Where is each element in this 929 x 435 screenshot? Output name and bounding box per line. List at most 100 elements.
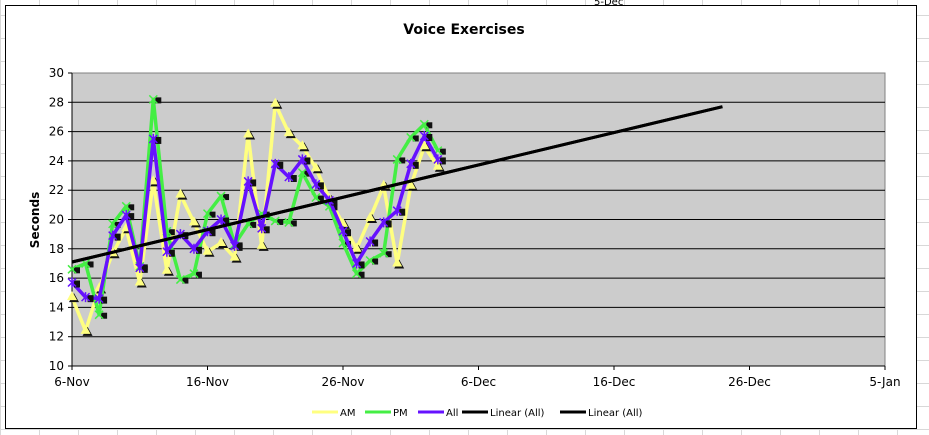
x-marker — [365, 255, 375, 266]
y-tick-label: 20 — [49, 213, 64, 227]
legend-label: AM — [340, 408, 355, 419]
star-marker — [270, 158, 280, 169]
triangle-marker — [351, 242, 362, 252]
star-marker — [162, 246, 172, 257]
x-marker — [148, 94, 158, 104]
x-marker — [175, 275, 185, 285]
x-marker — [419, 119, 429, 129]
y-tick-label: 10 — [49, 359, 64, 373]
star-marker — [121, 210, 131, 221]
y-tick-label: 12 — [49, 330, 64, 344]
y-tick-label: 16 — [49, 271, 64, 285]
triangle-marker — [80, 324, 91, 334]
y-tick-label: 18 — [49, 242, 64, 256]
star-marker — [94, 293, 104, 304]
triangle-marker — [256, 239, 267, 249]
star-marker — [352, 258, 362, 269]
y-tick-label: 30 — [49, 66, 64, 80]
triangle-marker — [202, 245, 213, 255]
triangle-marker — [392, 257, 403, 267]
x-marker — [352, 269, 362, 279]
trendline-1 — [71, 105, 723, 264]
x-marker — [108, 219, 118, 229]
legend-item: Linear (All) — [462, 408, 545, 419]
legend-label: PM — [393, 408, 408, 419]
triangle-marker — [67, 291, 77, 301]
x-tick-label: 26-Nov — [321, 375, 364, 389]
triangle-marker — [188, 216, 199, 226]
triangle-marker — [216, 236, 227, 246]
star-marker — [257, 223, 267, 234]
x-marker — [202, 209, 213, 219]
star-marker — [338, 226, 348, 237]
series-am — [67, 97, 445, 336]
triangle-marker — [405, 179, 416, 189]
star-marker — [284, 172, 294, 183]
star-marker — [67, 277, 77, 288]
x-marker — [284, 217, 294, 227]
y-axis-label: Seconds — [28, 192, 42, 248]
star-marker — [243, 176, 253, 187]
series-line-am — [70, 102, 440, 333]
cell-text: 5-Dec — [594, 0, 624, 8]
x-marker — [392, 154, 402, 164]
legend-item: Linear (All) — [560, 408, 643, 419]
legend-item: AM — [312, 408, 355, 419]
y-tick-label: 26 — [49, 125, 64, 139]
series-line-all — [70, 134, 440, 301]
triangle-marker — [283, 127, 294, 137]
star-marker — [311, 179, 321, 190]
star-marker — [433, 154, 443, 165]
legend-item: PM — [365, 408, 408, 419]
star-marker — [419, 130, 429, 141]
star-marker — [230, 240, 240, 251]
x-marker — [311, 192, 321, 203]
x-tick-label: 26-Dec — [728, 375, 771, 389]
star-marker — [216, 214, 226, 225]
star-marker — [392, 205, 402, 216]
legend-label: Linear (All) — [490, 408, 545, 419]
star-marker — [297, 154, 307, 165]
triangle-marker — [432, 160, 443, 170]
triangle-marker — [419, 140, 430, 150]
x-tick-label: 5-Jan — [869, 375, 900, 389]
x-marker — [94, 310, 104, 320]
x-marker — [297, 168, 307, 178]
x-marker — [406, 132, 416, 142]
legend-label: Linear (All) — [588, 408, 643, 419]
x-marker — [270, 216, 280, 226]
x-tick-label: 16-Dec — [593, 375, 636, 389]
legend-label: All — [446, 408, 458, 419]
star-marker — [365, 236, 375, 247]
legend-item: All — [418, 408, 458, 419]
star-marker — [108, 230, 118, 241]
triangle-marker — [365, 212, 376, 222]
triangle-marker — [229, 251, 240, 261]
triangle-marker — [297, 140, 308, 150]
series-all — [67, 130, 446, 304]
x-tick-label: 6-Nov — [54, 375, 89, 389]
star-marker — [189, 243, 199, 254]
y-tick-label: 28 — [49, 95, 64, 109]
x-tick-label: 16-Nov — [186, 375, 229, 389]
star-marker — [135, 262, 145, 273]
star-marker — [379, 217, 389, 228]
triangle-marker — [134, 276, 145, 286]
x-tick-label: 6-Dec — [461, 375, 496, 389]
x-marker — [216, 191, 226, 201]
triangle-marker — [270, 97, 281, 107]
triangle-marker — [243, 128, 254, 138]
triangle-marker — [161, 264, 172, 274]
triangle-marker — [175, 188, 186, 198]
x-marker — [67, 264, 77, 274]
y-tick-label: 24 — [49, 154, 64, 168]
y-tick-label: 14 — [49, 300, 64, 314]
triangle-marker — [310, 162, 321, 172]
chart-title: Voice Exercises — [403, 22, 524, 38]
y-tick-label: 22 — [49, 183, 64, 197]
triangle-marker — [148, 175, 159, 185]
x-marker — [379, 248, 389, 258]
star-marker — [81, 292, 91, 303]
x-marker — [121, 201, 131, 211]
